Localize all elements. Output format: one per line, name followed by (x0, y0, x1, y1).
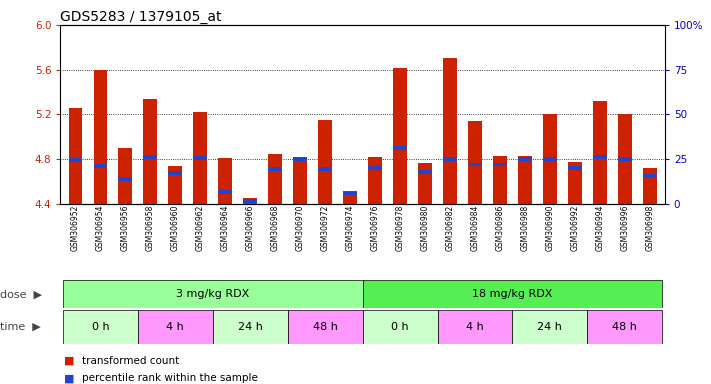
Bar (343, 192, 357, 195)
Text: transformed count: transformed count (82, 356, 179, 366)
Bar (213, 310, 288, 344)
Bar (363, 310, 437, 344)
Bar (593, 101, 606, 204)
Bar (119, 148, 132, 204)
Bar (587, 310, 662, 344)
Bar (493, 162, 507, 166)
Bar (643, 174, 657, 177)
Bar (368, 166, 382, 170)
Bar (193, 156, 207, 160)
Bar (319, 167, 332, 171)
Bar (393, 68, 407, 204)
Bar (618, 114, 631, 204)
Bar (493, 156, 507, 204)
Bar (268, 167, 282, 171)
Bar (243, 198, 257, 204)
Bar (94, 164, 107, 167)
Text: 0 h: 0 h (391, 322, 409, 332)
Bar (543, 157, 557, 161)
Bar (643, 168, 657, 204)
Bar (518, 156, 532, 204)
Text: 3 mg/kg RDX: 3 mg/kg RDX (176, 289, 250, 299)
Text: 4 h: 4 h (466, 322, 484, 332)
Bar (518, 157, 532, 161)
Bar (268, 154, 282, 204)
Bar (169, 166, 182, 204)
Bar (94, 70, 107, 204)
Bar (218, 190, 232, 194)
Bar (513, 310, 587, 344)
Text: 24 h: 24 h (237, 322, 262, 332)
Bar (218, 158, 232, 204)
Bar (363, 280, 662, 308)
Text: 0 h: 0 h (92, 322, 109, 332)
Bar (294, 157, 307, 161)
Text: 48 h: 48 h (313, 322, 338, 332)
Text: dose  ▶: dose ▶ (0, 289, 42, 299)
Bar (393, 146, 407, 150)
Text: percentile rank within the sample: percentile rank within the sample (82, 373, 257, 383)
Bar (63, 280, 363, 308)
Text: 24 h: 24 h (538, 322, 562, 332)
Bar (418, 163, 432, 204)
Bar (543, 114, 557, 204)
Bar (138, 310, 213, 344)
Bar (119, 177, 132, 181)
Bar (319, 120, 332, 204)
Bar (288, 310, 363, 344)
Bar (568, 162, 582, 204)
Bar (368, 157, 382, 204)
Bar (169, 171, 182, 175)
Text: 48 h: 48 h (612, 322, 637, 332)
Bar (618, 157, 631, 161)
Text: 4 h: 4 h (166, 322, 184, 332)
Bar (193, 112, 207, 204)
Text: 18 mg/kg RDX: 18 mg/kg RDX (472, 289, 552, 299)
Text: GDS5283 / 1379105_at: GDS5283 / 1379105_at (60, 10, 222, 23)
Bar (437, 310, 513, 344)
Bar (468, 121, 482, 204)
Text: time  ▶: time ▶ (0, 322, 41, 332)
Bar (443, 157, 457, 161)
Bar (468, 162, 482, 166)
Text: ■: ■ (64, 356, 75, 366)
Bar (443, 58, 457, 204)
Bar (294, 158, 307, 204)
Bar (63, 310, 138, 344)
Bar (593, 155, 606, 159)
Bar (144, 99, 157, 204)
Bar (144, 155, 157, 159)
Bar (418, 170, 432, 174)
Bar (68, 158, 82, 162)
Bar (343, 191, 357, 204)
Bar (243, 199, 257, 203)
Bar (68, 108, 82, 204)
Bar (568, 166, 582, 170)
Text: ■: ■ (64, 373, 75, 383)
